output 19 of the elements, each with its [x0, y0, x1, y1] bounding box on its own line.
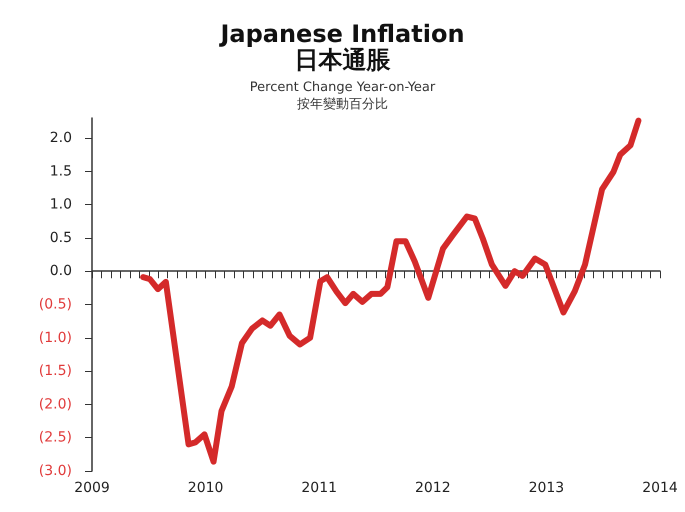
y-tick-label: (0.5) [38, 296, 72, 312]
y-tick-label: 1.0 [50, 196, 72, 213]
chart-title: Japanese Inflation 日本通脹 [218, 20, 465, 74]
x-tick-label: 2010 [188, 480, 224, 496]
chart-subtitle: Percent Change Year-on-Year 按年變動百分比 [250, 80, 436, 112]
x-tick-label: 2013 [528, 480, 564, 496]
y-tick-label: (2.0) [38, 396, 72, 412]
x-tick-label: 2009 [74, 480, 110, 496]
y-tick-label: 1.5 [50, 163, 72, 180]
x-tick-label: 2012 [414, 480, 451, 496]
y-tick-label: (1.0) [38, 330, 72, 346]
x-tick-label: 2014 [642, 480, 678, 496]
y-tick-label: 2.0 [50, 130, 72, 146]
y-tick-label: 0.0 [50, 263, 72, 280]
y-tick-label: 0.5 [50, 230, 72, 246]
y-tick-label: (2.5) [38, 430, 72, 446]
y-tick-label: (1.5) [38, 363, 72, 380]
y-tick-label: (3.0) [38, 463, 72, 479]
x-tick-label: 2011 [301, 480, 338, 496]
